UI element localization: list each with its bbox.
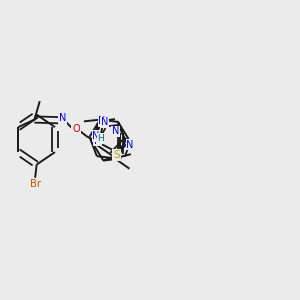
Text: N: N	[98, 116, 106, 126]
Text: N: N	[94, 136, 101, 146]
Text: N: N	[92, 131, 100, 141]
Text: O: O	[72, 124, 80, 134]
Text: S: S	[113, 150, 120, 160]
Text: N: N	[126, 140, 134, 149]
Text: Br: Br	[30, 179, 41, 189]
Text: N: N	[59, 113, 66, 123]
Text: N: N	[101, 117, 109, 127]
Text: H: H	[97, 134, 104, 143]
Text: N: N	[112, 126, 119, 136]
